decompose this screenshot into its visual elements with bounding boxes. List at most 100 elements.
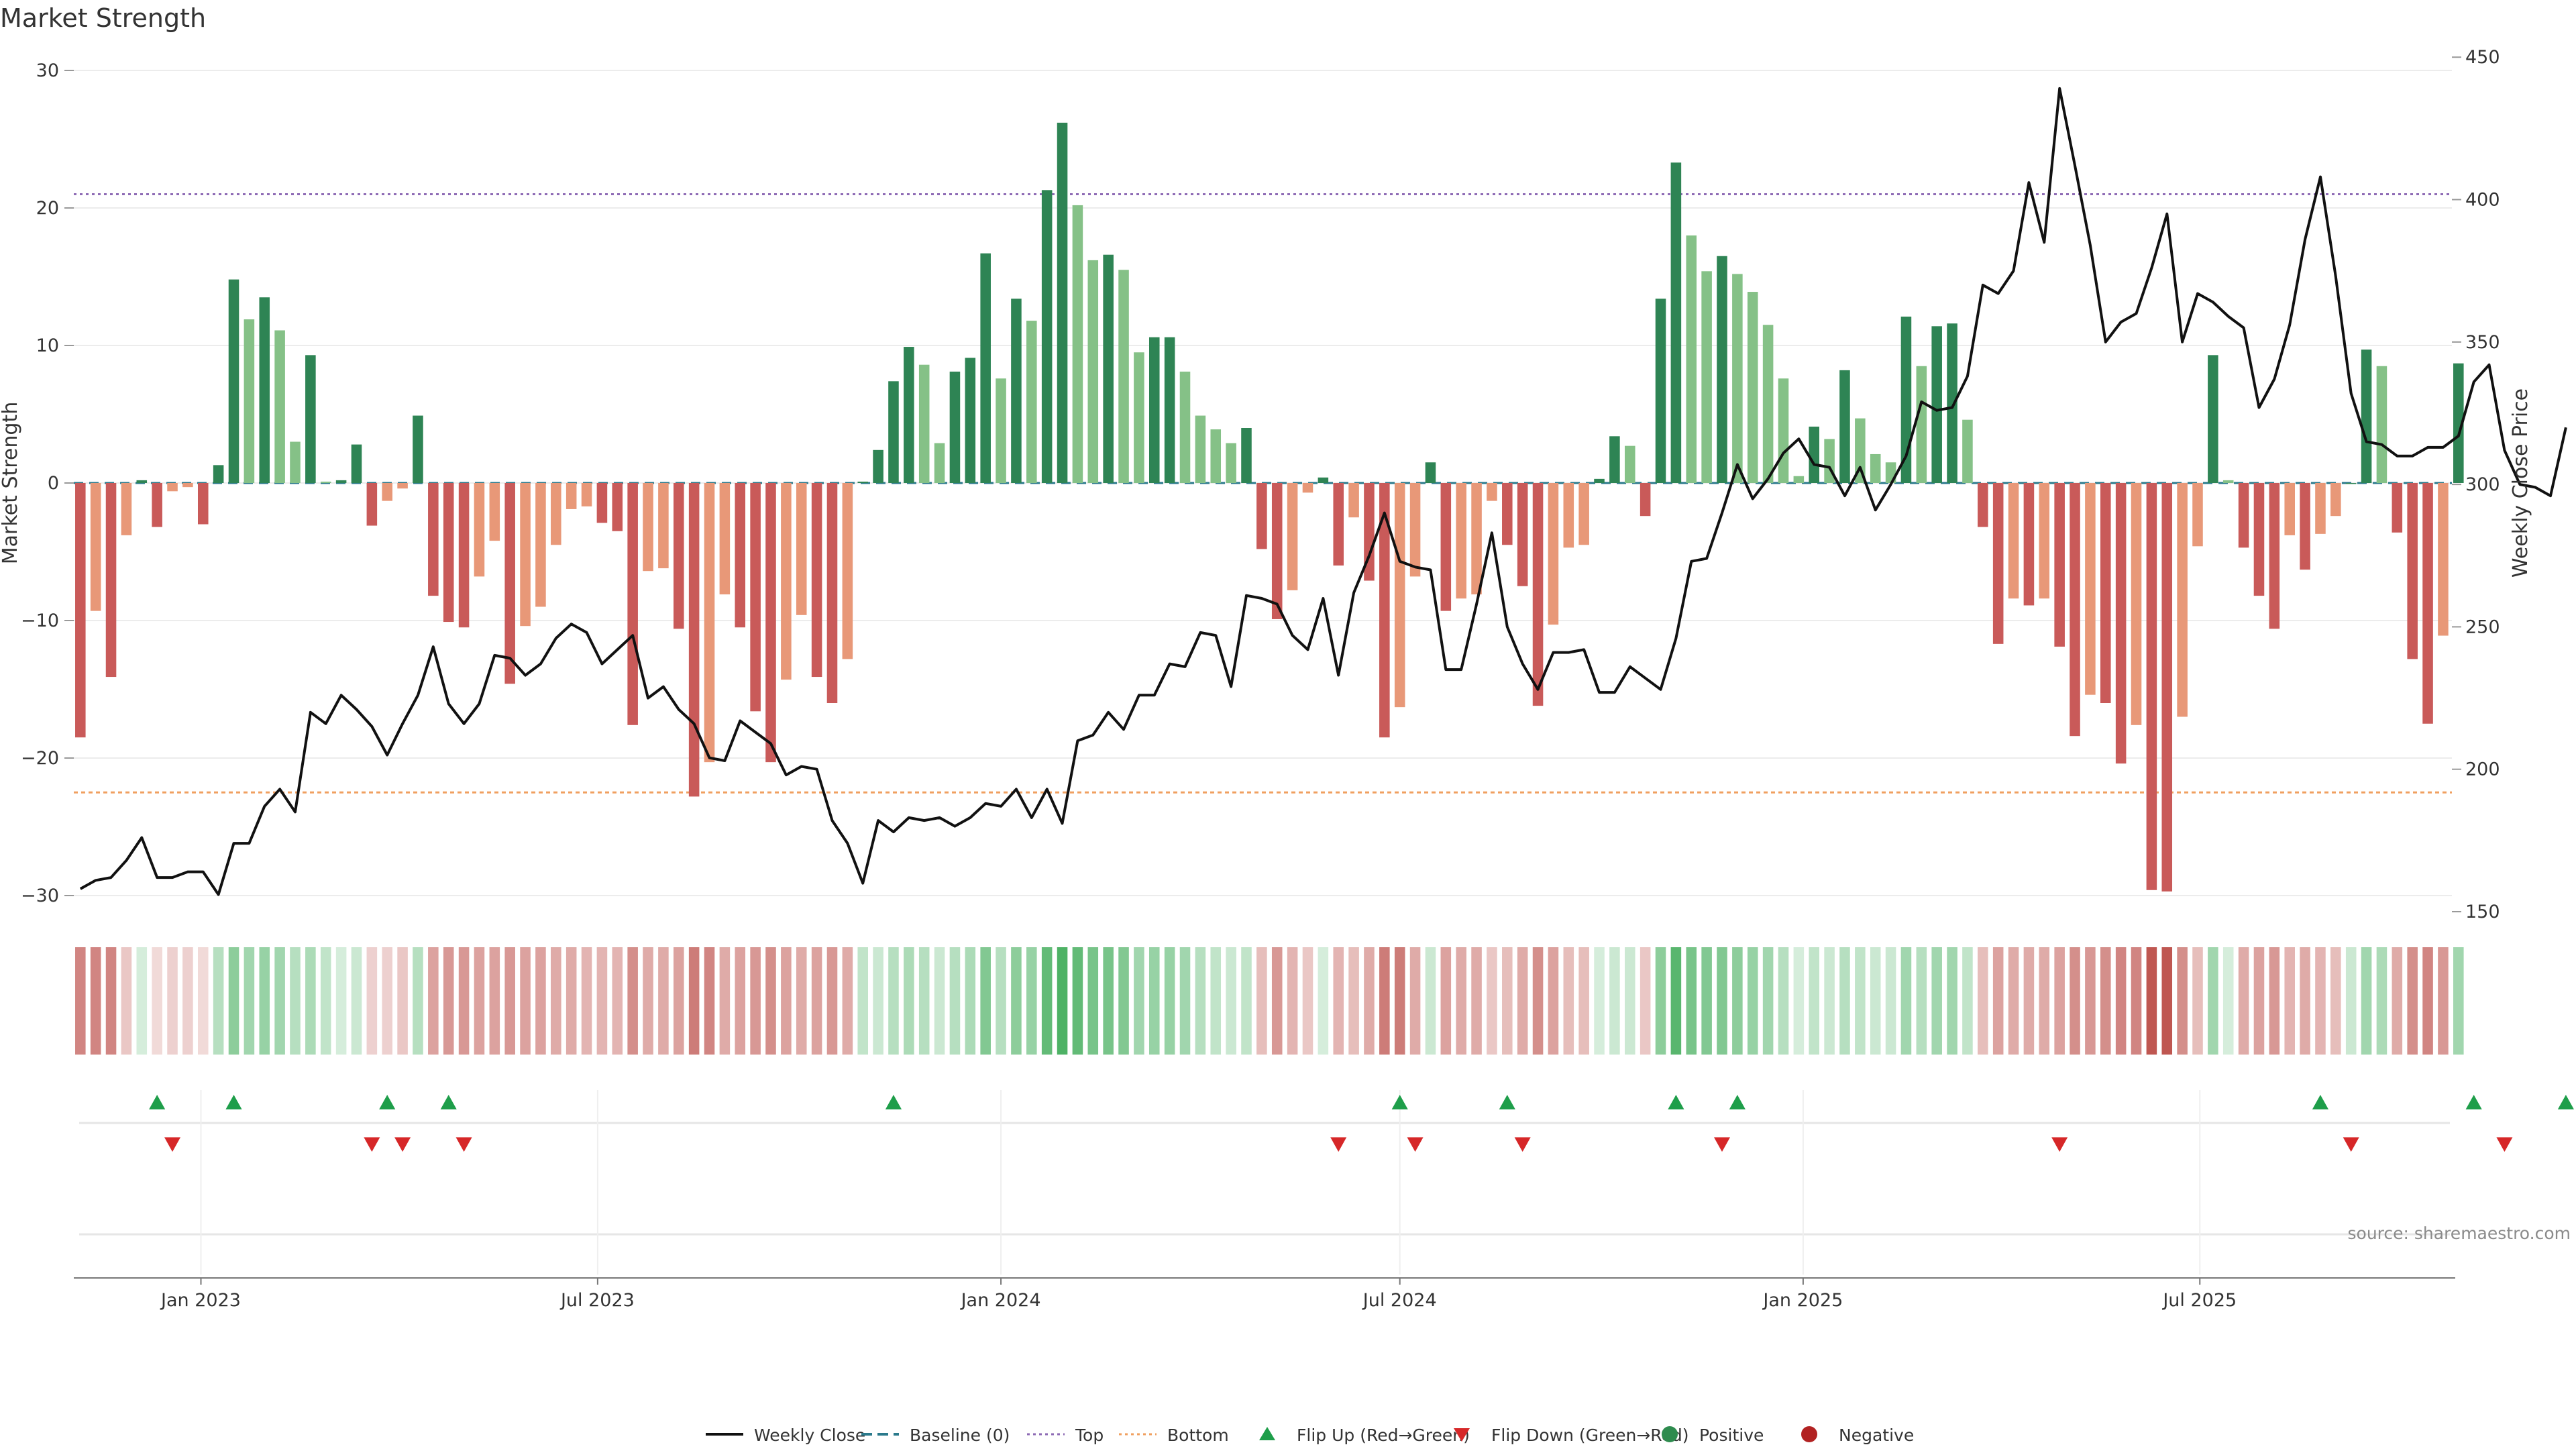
heat-cell (1409, 947, 1421, 1055)
strength-bar (1103, 254, 1114, 483)
flip-up-marker (2557, 1095, 2574, 1110)
heat-cell (1809, 947, 1819, 1055)
heat-cell (842, 947, 853, 1055)
legend-item: Negative (1801, 1426, 1914, 1445)
strength-bar (643, 483, 653, 572)
strength-bar (1148, 337, 1160, 483)
heat-cell (290, 947, 301, 1055)
grid-lines (74, 70, 2452, 896)
heat-cell (1256, 947, 1267, 1055)
strength-bar (2407, 483, 2418, 659)
heat-cell (504, 947, 515, 1055)
strength-bar (1962, 419, 1973, 483)
heat-cell (152, 947, 162, 1055)
heat-cell (826, 947, 838, 1055)
y-tick-label: −20 (21, 748, 59, 769)
strength-bar (934, 443, 945, 483)
heat-cell (535, 947, 546, 1055)
flip-up-marker (149, 1095, 166, 1110)
heat-cell (1931, 947, 1942, 1055)
strength-bar (1548, 483, 1559, 625)
heat-cell (197, 947, 209, 1055)
y2-tick-label: 400 (2465, 190, 2500, 211)
heat-cell (1440, 947, 1452, 1055)
strength-bar (2330, 483, 2341, 517)
heat-cell (1072, 947, 1083, 1055)
strength-bar (2238, 483, 2249, 548)
y-axis-label: Market Strength (0, 402, 22, 564)
heat-cell (2376, 947, 2387, 1055)
heat-cell (811, 947, 822, 1055)
strength-bar (167, 483, 178, 492)
strength-bar (320, 481, 331, 483)
heat-cell (2392, 947, 2403, 1055)
strength-bar (2453, 363, 2464, 483)
y2-tick-label: 150 (2465, 902, 2500, 922)
strength-bar (750, 483, 761, 712)
x-axis: Jan 2023 Jul 2023 Jan 2024 Jul 2024 Jan 2025… (74, 1277, 2455, 1311)
strength-bar (704, 483, 715, 763)
strength-bar (1640, 483, 1651, 517)
heat-cell (1394, 947, 1405, 1055)
strength-bar (1978, 483, 1988, 527)
strength-bar (904, 347, 914, 483)
strength-bar (1134, 352, 1144, 483)
heat-cell (1885, 947, 1896, 1055)
heat-cell (949, 947, 961, 1055)
strength-bar (2177, 483, 2188, 717)
heat-cell (1855, 947, 1866, 1055)
heat-cell (1701, 947, 1712, 1055)
strength-bar (2361, 350, 2372, 483)
heat-cell (1624, 947, 1635, 1055)
heat-cell (2208, 947, 2218, 1055)
strength-bar (1809, 426, 1819, 483)
flip-up-marker (1668, 1095, 1684, 1110)
heat-cell (873, 947, 883, 1055)
heat-cell (1870, 947, 1881, 1055)
strength-bar (1425, 462, 1436, 483)
heat-cell (182, 947, 193, 1055)
strength-bar (443, 483, 454, 623)
strength-bar (1118, 270, 1129, 483)
strength-bar (90, 483, 101, 611)
heat-cell (612, 947, 623, 1055)
strength-bar (2070, 483, 2080, 737)
legend-item: Baseline (0) (861, 1426, 1010, 1445)
strength-bar (1624, 445, 1635, 483)
heat-cell (1747, 947, 1758, 1055)
x-tick-label: Jan 2024 (960, 1290, 1041, 1311)
strength-bar (735, 483, 746, 628)
flip-down-marker (1713, 1137, 1730, 1152)
heat-cell (167, 947, 178, 1055)
heat-cell (2192, 947, 2203, 1055)
strength-bar (873, 449, 883, 483)
legend-item: Flip Down (Green→Red) (1454, 1426, 1689, 1445)
heat-cell (704, 947, 715, 1055)
strength-bar (2054, 483, 2065, 647)
flip-up-marker (379, 1095, 396, 1110)
heat-cell (934, 947, 945, 1055)
strength-bar (1364, 483, 1375, 581)
y-tick-label: 10 (36, 335, 59, 356)
heat-cell (980, 947, 991, 1055)
strength-bar (765, 483, 776, 763)
heat-cell (673, 947, 684, 1055)
strength-bar (1686, 235, 1697, 483)
strength-bar (673, 483, 684, 629)
flip-down-marker (1407, 1137, 1424, 1152)
legend-item: Top (1027, 1426, 1104, 1445)
strength-bar (857, 481, 868, 483)
heat-cell (2070, 947, 2080, 1055)
strength-bar (2085, 483, 2096, 695)
strength-bar (1870, 453, 1881, 483)
weekly-close-line (79, 87, 2567, 896)
heat-cell (1471, 947, 1482, 1055)
strength-bar (1701, 271, 1712, 483)
heat-cell (1241, 947, 1252, 1055)
strength-bar (2269, 483, 2280, 629)
heat-cell (688, 947, 700, 1055)
flip-down-marker (2051, 1137, 2068, 1152)
heat-cell (443, 947, 454, 1055)
chart-title: Market Strength (0, 3, 206, 33)
heat-cell (1762, 947, 1774, 1055)
